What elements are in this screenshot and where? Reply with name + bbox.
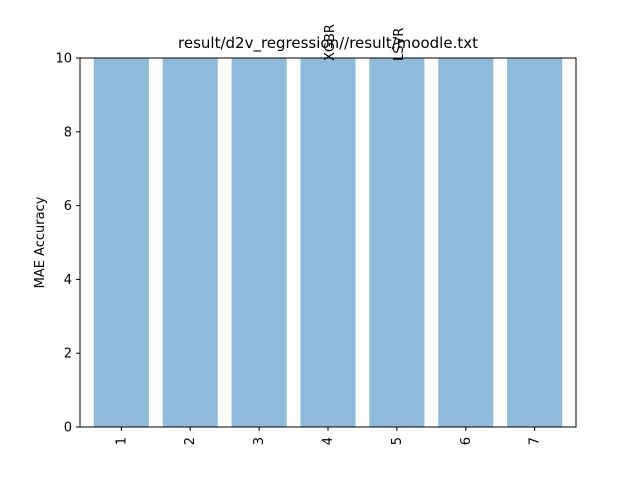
x-tick-label: 7: [528, 437, 543, 445]
bar-7: [507, 58, 563, 427]
x-tick-label: 2: [183, 437, 198, 445]
x-tick-label: 5: [390, 437, 405, 445]
chart-title: result/d2v_regression//result/moodle.txt: [178, 34, 478, 53]
bar-value-label: LSVR: [392, 28, 407, 61]
x-axis-ticks: 1 2 3 4 5 6 7: [114, 427, 543, 445]
bar-2: [162, 58, 218, 427]
y-tick-label: 6: [64, 199, 72, 214]
x-tick-label: 4: [321, 437, 336, 445]
bar-value-label: XGBR: [323, 24, 338, 61]
y-axis-ticks: 0 2 4 6 8 10: [55, 52, 80, 436]
y-tick-label: 0: [64, 421, 72, 436]
bars-group: [93, 58, 563, 427]
bar-5: [369, 58, 425, 427]
x-tick-label: 6: [459, 437, 474, 445]
bar-3: [231, 58, 287, 427]
y-tick-label: 10: [55, 52, 72, 67]
y-tick-label: 2: [64, 347, 72, 362]
bar-labels-group: XGBR LSVR: [323, 24, 407, 61]
x-tick-label: 3: [252, 437, 267, 445]
y-tick-label: 8: [64, 125, 72, 140]
y-axis-label: MAE Accuracy: [33, 196, 48, 288]
y-tick-label: 4: [64, 273, 72, 288]
x-tick-label: 1: [114, 437, 129, 445]
bar-1: [93, 58, 149, 427]
bar-6: [438, 58, 494, 427]
bar-4: [300, 58, 356, 427]
